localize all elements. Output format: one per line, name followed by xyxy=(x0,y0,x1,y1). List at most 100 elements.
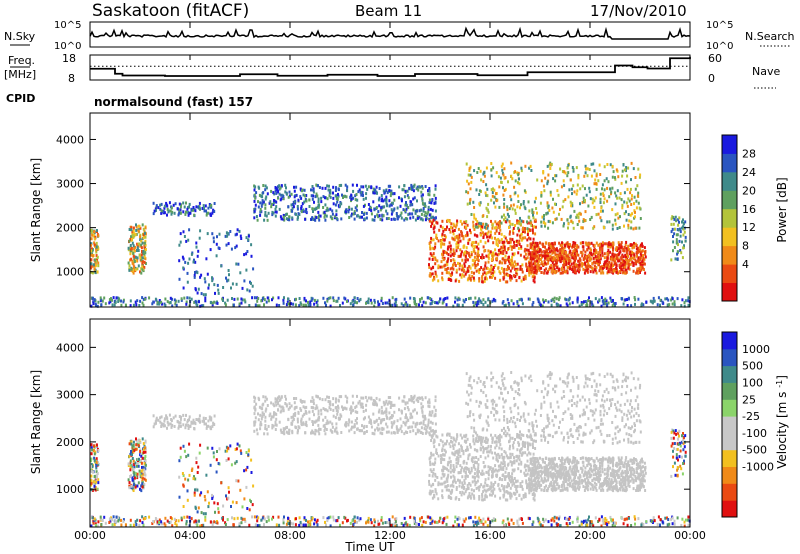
power-cell xyxy=(590,257,593,261)
velocity-cell xyxy=(376,403,378,407)
power-cell xyxy=(97,300,100,304)
power-cell xyxy=(391,201,394,205)
velocity-cell xyxy=(388,518,391,522)
velocity-cell xyxy=(557,517,560,521)
power-cell xyxy=(554,270,557,274)
power-cell xyxy=(524,252,527,256)
velocity-cell xyxy=(419,517,421,521)
velocity-cell xyxy=(283,432,286,436)
power-cell xyxy=(554,174,556,178)
power-cell xyxy=(158,301,161,305)
power-cell xyxy=(182,266,185,270)
power-cell xyxy=(509,269,512,273)
power-cell xyxy=(549,220,552,224)
velocity-cell xyxy=(671,516,674,520)
velocity-cell xyxy=(614,524,616,528)
power-cell xyxy=(560,244,563,248)
velocity-cell xyxy=(576,517,579,521)
velocity-cell xyxy=(532,520,535,524)
power-cell xyxy=(196,291,199,295)
power-cell xyxy=(100,298,103,302)
power-cell xyxy=(406,194,409,198)
power-cell xyxy=(236,297,239,301)
power-cell xyxy=(502,173,505,177)
power-cell xyxy=(643,262,646,266)
power-cell xyxy=(642,254,644,257)
velocity-cell xyxy=(303,516,306,520)
power-cell xyxy=(516,300,519,304)
power-cell xyxy=(311,297,314,301)
power-cell xyxy=(469,277,472,281)
velocity-cell xyxy=(148,515,151,519)
velocity-cell xyxy=(90,488,93,492)
power-cell xyxy=(566,174,569,178)
velocity-cell xyxy=(272,413,275,417)
power-cell xyxy=(194,260,197,264)
velocity-cell xyxy=(462,518,465,522)
power-cell xyxy=(599,257,602,261)
power-cell xyxy=(239,271,242,275)
power-cell xyxy=(419,185,422,189)
power-cell xyxy=(130,226,133,230)
velocity-cell xyxy=(550,523,553,527)
power-cell xyxy=(366,187,369,191)
power-cell xyxy=(137,249,140,252)
power-cell xyxy=(167,209,170,213)
power-cell xyxy=(673,300,676,304)
power-cell xyxy=(513,185,516,189)
power-cell xyxy=(553,300,556,303)
power-cell xyxy=(129,250,132,254)
power-cell xyxy=(475,223,478,227)
power-cell xyxy=(493,195,496,199)
power-cell xyxy=(335,217,338,220)
power-cell xyxy=(130,267,133,271)
power-cell xyxy=(373,218,376,222)
power-cell xyxy=(427,210,430,214)
power-cell xyxy=(595,172,598,176)
power-cell xyxy=(132,251,135,255)
power-cell xyxy=(528,221,531,225)
velocity-cell xyxy=(140,472,143,476)
power-cell xyxy=(137,264,140,268)
power-cell xyxy=(580,301,583,304)
freq-left-tick-bottom: 8 xyxy=(68,72,75,85)
power-cell xyxy=(454,300,456,304)
power-cell xyxy=(296,217,299,221)
power-cell xyxy=(460,252,463,256)
power-cell xyxy=(639,243,642,247)
power-cell xyxy=(485,277,488,281)
power-cell xyxy=(409,187,412,191)
velocity-cell xyxy=(95,476,98,480)
power-cell xyxy=(227,232,230,236)
power-cell xyxy=(587,253,590,257)
power-cell xyxy=(133,249,136,253)
power-cell xyxy=(487,210,490,214)
power-cell xyxy=(186,280,189,284)
power-cell xyxy=(525,248,528,252)
power-cell xyxy=(612,170,615,174)
power-cell xyxy=(629,213,632,217)
power-cell xyxy=(97,247,100,251)
power-cell xyxy=(623,246,626,250)
power-cell xyxy=(673,303,676,307)
power-cell xyxy=(485,183,488,187)
power-cell xyxy=(534,262,537,266)
power-cell xyxy=(588,168,591,171)
power-cell xyxy=(166,300,169,304)
velocity-cell xyxy=(328,406,331,410)
power-cell xyxy=(441,252,444,256)
power-cell xyxy=(412,197,415,201)
power-cell xyxy=(598,257,601,261)
power-cell xyxy=(274,189,277,193)
power-cell xyxy=(502,300,505,303)
power-cell xyxy=(449,250,452,254)
power-cell xyxy=(582,196,585,200)
power-cell xyxy=(264,203,267,207)
power-cell xyxy=(291,206,294,210)
velocity-cell xyxy=(251,515,254,519)
power-cell xyxy=(108,298,111,302)
velocity-cell xyxy=(341,521,344,525)
power-cell xyxy=(601,241,604,245)
power-cell xyxy=(184,260,187,264)
power-cell xyxy=(386,212,389,216)
